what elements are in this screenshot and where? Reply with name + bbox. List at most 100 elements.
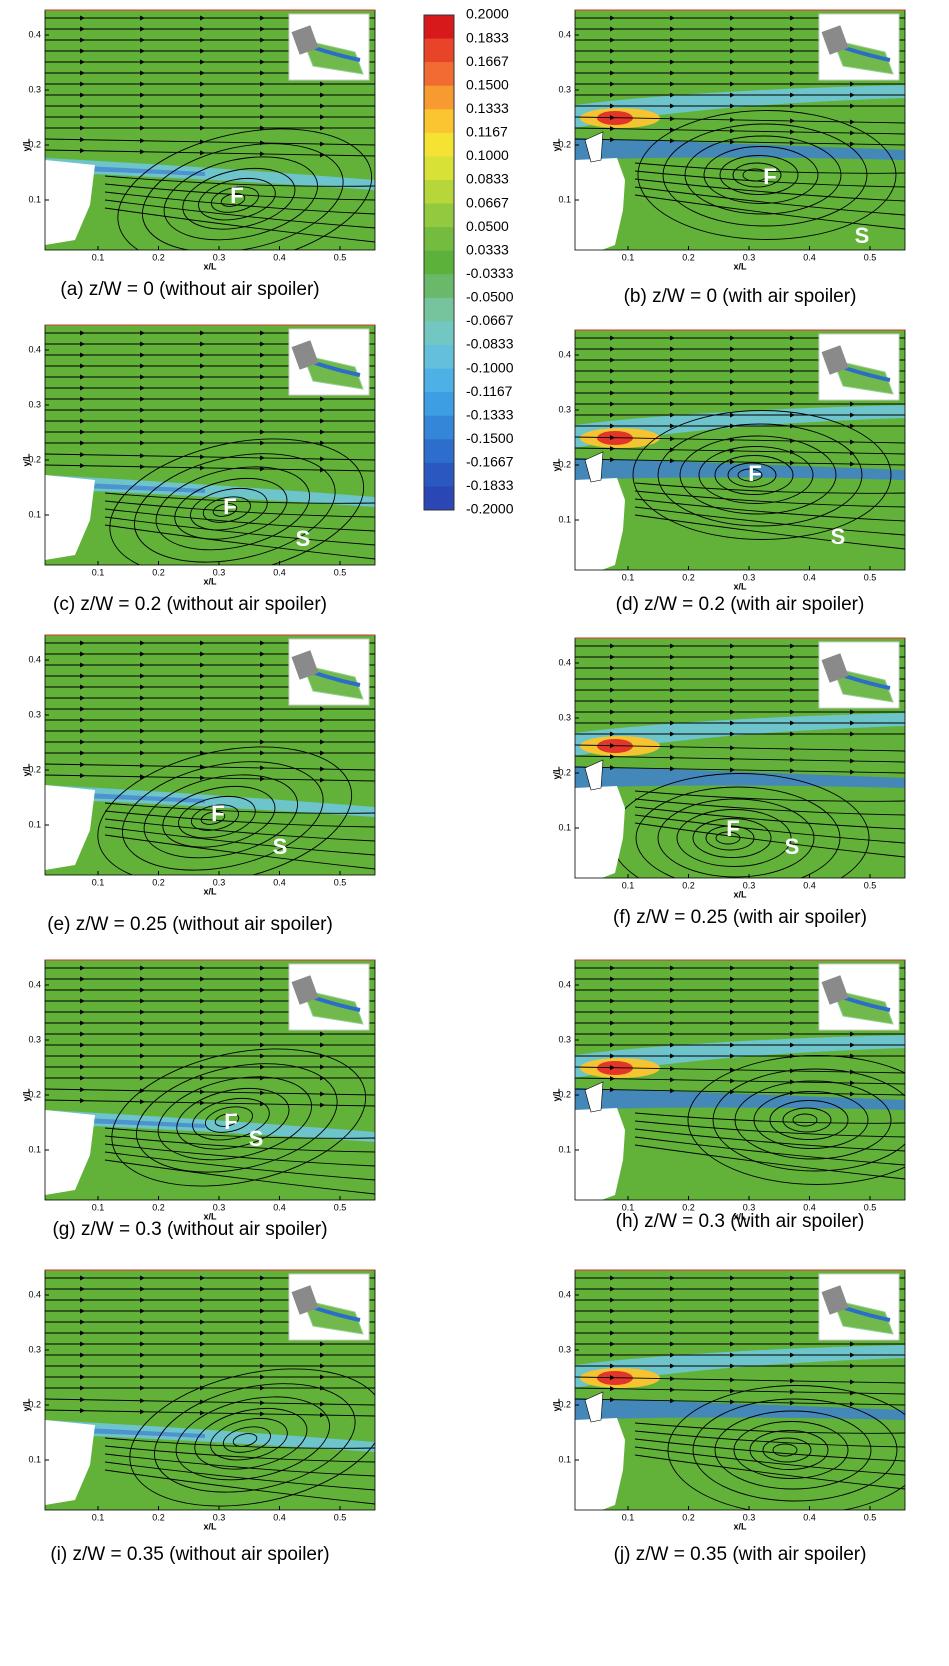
- flow-marker: S: [296, 526, 311, 551]
- panel: 0.10.20.30.40.50.40.30.20.1x/Ly/LFS: [551, 330, 905, 591]
- x-tick-label: 0.5: [334, 567, 347, 577]
- x-axis-label: x/L: [733, 1521, 747, 1531]
- y-tick-label: 0.4: [558, 979, 571, 989]
- x-tick-label: 0.5: [334, 1202, 347, 1212]
- x-tick-label: 0.4: [273, 567, 286, 577]
- y-axis-label: y/L: [551, 458, 561, 472]
- y-tick-label: 0.4: [28, 1289, 41, 1299]
- x-tick-label: 0.1: [92, 1512, 105, 1522]
- y-tick-label: 0.1: [558, 822, 571, 832]
- y-tick-label: 0.3: [558, 1034, 571, 1044]
- caption: (a) z/W = 0 (without air spoiler): [60, 279, 319, 300]
- colorbar-segment: [424, 180, 454, 204]
- colorbar-label: -0.1167: [466, 383, 513, 399]
- y-axis-label: y/L: [21, 1088, 31, 1102]
- x-tick-label: 0.1: [622, 572, 635, 582]
- y-tick-label: 0.4: [558, 1289, 571, 1299]
- x-axis-label: x/L: [733, 581, 747, 591]
- y-tick-label: 0.4: [28, 979, 41, 989]
- x-tick-label: 0.1: [622, 1512, 635, 1522]
- colorbar-segment: [424, 369, 454, 393]
- x-tick-label: 0.4: [803, 1512, 816, 1522]
- x-tick-label: 0.4: [273, 877, 286, 887]
- x-tick-label: 0.5: [864, 1512, 877, 1522]
- flow-marker: S: [831, 524, 846, 549]
- x-tick-label: 0.2: [682, 1512, 695, 1522]
- flow-marker: F: [211, 801, 224, 826]
- colorbar-label: -0.0500: [466, 289, 514, 305]
- colorbar-segment: [424, 109, 454, 133]
- colorbar-segment: [424, 251, 454, 275]
- y-tick-label: 0.4: [28, 29, 41, 39]
- x-axis-label: x/L: [203, 261, 217, 271]
- y-axis-label: y/L: [21, 453, 31, 467]
- colorbar-label: 0.1833: [466, 29, 509, 45]
- y-tick-label: 0.3: [558, 84, 571, 94]
- figure: 0.20000.18330.16670.15000.13330.11670.10…: [0, 0, 949, 1666]
- caption: (j) z/W = 0.35 (with air spoiler): [614, 1544, 867, 1565]
- flow-marker: S: [785, 834, 800, 859]
- x-tick-label: 0.5: [334, 1512, 347, 1522]
- flow-marker: S: [855, 223, 870, 248]
- colorbar-label: 0.0833: [466, 171, 509, 187]
- colorbar-segment: [424, 39, 454, 63]
- colorbar-segment: [424, 345, 454, 369]
- y-tick-label: 0.1: [28, 194, 41, 204]
- y-tick-label: 0.1: [28, 819, 41, 829]
- y-tick-label: 0.3: [28, 1034, 41, 1044]
- x-tick-label: 0.2: [682, 252, 695, 262]
- x-tick-label: 0.5: [864, 252, 877, 262]
- y-tick-label: 0.1: [558, 194, 571, 204]
- y-tick-label: 0.4: [558, 29, 571, 39]
- panel: 0.10.20.30.40.50.40.30.20.1x/Ly/LF: [21, 10, 384, 287]
- y-axis-label: y/L: [21, 1398, 31, 1412]
- colorbar-label: 0.1333: [466, 100, 509, 116]
- y-tick-label: 0.1: [28, 509, 41, 519]
- colorbar-label: 0.2000: [466, 6, 509, 22]
- colorbar-segment: [424, 15, 454, 39]
- y-axis-label: y/L: [21, 138, 31, 152]
- y-tick-label: 0.4: [28, 344, 41, 354]
- colorbar-segment: [424, 62, 454, 86]
- colorbar-label: -0.1500: [466, 430, 514, 446]
- y-tick-label: 0.3: [28, 709, 41, 719]
- x-tick-label: 0.4: [273, 252, 286, 262]
- colorbar-label: -0.0333: [466, 265, 514, 281]
- colorbar-label: -0.1000: [466, 359, 514, 375]
- caption: (i) z/W = 0.35 (without air spoiler): [50, 1544, 329, 1565]
- colorbar-segment: [424, 227, 454, 251]
- y-tick-label: 0.4: [558, 349, 571, 359]
- x-tick-label: 0.1: [92, 567, 105, 577]
- y-tick-label: 0.3: [558, 712, 571, 722]
- flow-marker: F: [223, 494, 236, 519]
- y-tick-label: 0.3: [558, 1344, 571, 1354]
- x-tick-label: 0.5: [334, 252, 347, 262]
- x-tick-label: 0.1: [92, 1202, 105, 1212]
- panel: 0.10.20.30.40.50.40.30.20.1x/Ly/L: [21, 1270, 396, 1531]
- y-axis-label: y/L: [551, 138, 561, 152]
- y-tick-label: 0.4: [28, 654, 41, 664]
- x-axis-label: x/L: [203, 576, 217, 586]
- x-tick-label: 0.1: [622, 252, 635, 262]
- x-tick-label: 0.1: [92, 877, 105, 887]
- x-tick-label: 0.1: [92, 252, 105, 262]
- panel: 0.10.20.30.40.50.40.30.20.1x/Ly/LFS: [551, 10, 905, 271]
- colorbar-label: -0.1833: [466, 477, 514, 493]
- y-axis-label: y/L: [21, 763, 31, 777]
- colorbar-segment: [424, 486, 454, 510]
- x-tick-label: 0.2: [152, 252, 165, 262]
- y-tick-label: 0.1: [558, 1144, 571, 1154]
- x-axis-label: x/L: [733, 889, 747, 899]
- colorbar-segment: [424, 86, 454, 110]
- x-tick-label: 0.2: [152, 1202, 165, 1212]
- colorbar-label: 0.0667: [466, 194, 509, 210]
- colorbar-segment: [424, 416, 454, 440]
- x-tick-label: 0.5: [864, 572, 877, 582]
- x-tick-label: 0.2: [152, 877, 165, 887]
- x-tick-label: 0.4: [803, 880, 816, 890]
- colorbar-label: -0.2000: [466, 501, 514, 517]
- colorbar-label: -0.1333: [466, 406, 514, 422]
- caption: (h) z/W = 0.3 (with air spoiler): [616, 1211, 865, 1232]
- colorbar-label: 0.0500: [466, 218, 509, 234]
- y-tick-label: 0.1: [28, 1454, 41, 1464]
